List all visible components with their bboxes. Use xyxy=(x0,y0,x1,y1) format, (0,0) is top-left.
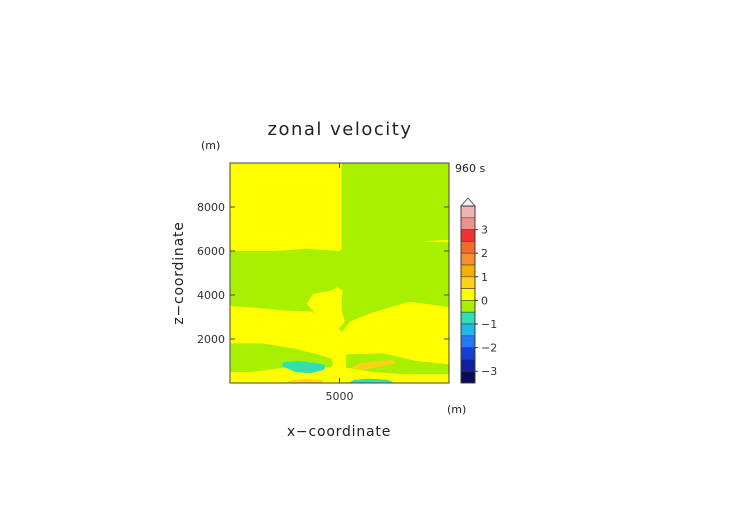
colorbar-swatch xyxy=(460,347,476,360)
colorbar-tick-label: −1 xyxy=(481,318,497,331)
colorbar-swatch xyxy=(460,241,476,254)
y-tick-label: 4000 xyxy=(197,289,225,302)
colorbar-swatch xyxy=(460,205,476,219)
y-axis-ticks: 2000 4000 6000 8000 xyxy=(197,201,449,346)
colorbar-tick-label: −2 xyxy=(481,342,497,355)
x-axis-ticks: 5000 xyxy=(326,163,354,403)
contour-plot-area xyxy=(230,163,449,383)
colorbar-swatch xyxy=(460,217,476,230)
y-unit-label: (m) xyxy=(201,139,220,152)
contour-region-left-cyan-blob xyxy=(282,361,326,374)
y-tick-label: 8000 xyxy=(197,201,225,214)
colorbar-swatch xyxy=(460,359,476,372)
colorbar-tick-label: 3 xyxy=(481,224,488,237)
contour-region-right-orange-blob xyxy=(351,359,396,370)
x-unit-label: (m) xyxy=(447,403,466,416)
y-tick-label: 2000 xyxy=(197,333,225,346)
colorbar: 3 2 1 0 −1 −2 −3 xyxy=(460,197,497,384)
colorbar-swatch xyxy=(460,370,476,384)
colorbar-swatch xyxy=(460,311,476,325)
x-axis-label: x−coordinate xyxy=(287,424,391,440)
contour-region-bottom-cyan-blob xyxy=(348,378,395,383)
colorbar-swatch xyxy=(460,229,476,242)
colorbar-swatch xyxy=(460,335,476,348)
colorbar-tick-label: −3 xyxy=(481,365,497,378)
colorbar-tick-label: 1 xyxy=(481,271,488,284)
colorbar-tick-label: 2 xyxy=(481,247,488,260)
colorbar-swatch xyxy=(460,323,476,337)
colorbar-extend-arrow xyxy=(460,197,476,207)
colorbar-tick-label: 0 xyxy=(481,294,488,307)
colorbar-frame xyxy=(460,205,476,384)
contour-region-lower-right-green xyxy=(346,353,449,375)
contour-region-center-yellow-disc xyxy=(306,287,345,328)
colorbar-swatch xyxy=(460,300,476,313)
contour-region-bottom-orange-blob xyxy=(284,379,325,383)
contour-region-middle-green-band xyxy=(230,240,449,333)
time-label: 960 s xyxy=(455,162,485,175)
colorbar-swatch xyxy=(460,276,476,289)
x-tick-label: 5000 xyxy=(326,390,354,403)
contour-region-upper-right-green xyxy=(341,163,449,251)
colorbar-swatch xyxy=(460,264,476,278)
colorbar-swatch xyxy=(460,252,476,266)
chart-title: zonal velocity xyxy=(268,119,413,140)
y-axis-label: z−coordinate xyxy=(171,221,187,324)
colorbar-swatch xyxy=(460,288,476,301)
y-tick-label: 6000 xyxy=(197,245,225,258)
